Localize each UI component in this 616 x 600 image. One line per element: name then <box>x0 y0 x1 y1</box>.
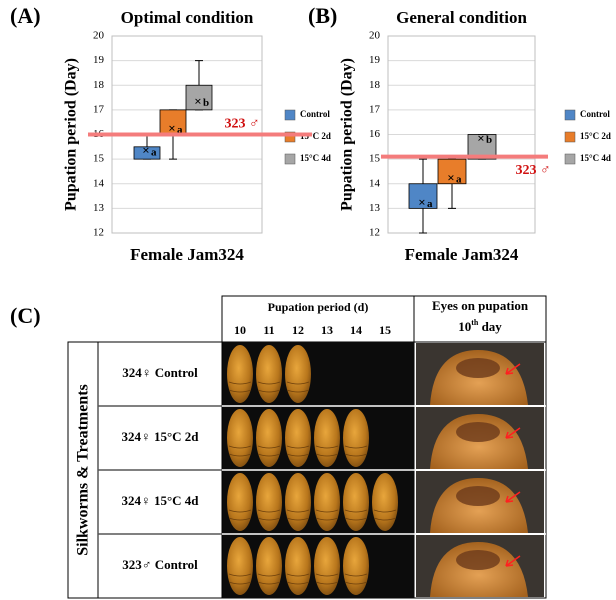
row-label: 324♀ Control <box>122 365 198 380</box>
y-tick-label: 19 <box>369 54 381 66</box>
pupa <box>227 537 253 595</box>
y-tick-label: 20 <box>93 30 105 42</box>
group-letter: a <box>456 173 462 185</box>
pupa <box>227 473 253 531</box>
x-axis-label: Female Jam324 <box>130 245 244 264</box>
pupa <box>285 537 311 595</box>
y-tick-label: 15 <box>93 153 105 165</box>
row-label: 324♀ 15°C 2d <box>121 429 199 444</box>
eyes-title: Eyes on pupation <box>432 298 529 313</box>
pupa <box>285 473 311 531</box>
figure: (C) Pupation period (d) Eyes on pupation… <box>0 0 616 600</box>
column-label: 12 <box>292 323 304 337</box>
pupa <box>227 345 253 403</box>
y-tick-label: 18 <box>93 79 105 91</box>
eyes-unit: day <box>478 319 502 334</box>
chart-title: General condition <box>396 8 527 27</box>
x-axis-label: Female Jam324 <box>405 245 519 264</box>
panel-label: (B) <box>308 3 337 28</box>
y-tick-label: 12 <box>369 227 380 239</box>
group-letter: b <box>203 97 209 109</box>
panel-c: (C) Pupation period (d) Eyes on pupation… <box>10 296 546 598</box>
pupa <box>256 537 282 595</box>
pupa <box>314 409 340 467</box>
y-axis-label: Pupation period (Day) <box>63 58 80 211</box>
pupa <box>343 537 369 595</box>
pupa <box>343 409 369 467</box>
legend-label: 15°C 4d <box>580 153 611 163</box>
mean-marker: × <box>418 194 425 209</box>
mean-marker: × <box>447 170 454 185</box>
y-tick-label: 16 <box>369 128 381 140</box>
pupa <box>227 409 253 467</box>
reference-label: 323 ♂ <box>225 117 260 132</box>
row-label: 323♂ Control <box>122 557 198 572</box>
y-tick-label: 19 <box>93 54 105 66</box>
y-tick-label: 15 <box>369 153 381 165</box>
pupa <box>285 409 311 467</box>
row-header: Silkworms & Treatments <box>75 384 92 556</box>
y-tick-label: 13 <box>93 202 105 214</box>
pupa <box>256 345 282 403</box>
period-title: Pupation period (d) <box>268 300 369 314</box>
pupa <box>343 473 369 531</box>
reference-label: 323 ♂ <box>516 163 551 178</box>
legend-label: Control <box>300 109 330 119</box>
column-label: 15 <box>379 323 391 337</box>
legend-label: Control <box>580 109 610 119</box>
eye <box>456 422 500 442</box>
y-tick-label: 14 <box>93 177 105 189</box>
y-axis-label: Pupation period (Day) <box>339 58 356 211</box>
chart-title: Optimal condition <box>121 8 254 27</box>
group-letter: a <box>151 146 157 158</box>
mean-marker: × <box>194 93 201 108</box>
mean-marker: × <box>477 130 484 145</box>
pupa <box>285 345 311 403</box>
y-tick-label: 17 <box>93 103 105 115</box>
legend-swatch <box>565 154 575 164</box>
legend-swatch <box>565 110 575 120</box>
column-label: 10 <box>234 323 246 337</box>
group-letter: a <box>427 198 433 210</box>
legend-label: 15°C 2d <box>580 131 611 141</box>
y-tick-label: 13 <box>369 202 381 214</box>
pupa <box>314 537 340 595</box>
eyes-subtitle: 10th day <box>458 318 502 334</box>
legend-swatch <box>285 154 295 164</box>
y-tick-label: 17 <box>369 103 381 115</box>
pupa <box>256 409 282 467</box>
column-label: 14 <box>350 323 362 337</box>
eye <box>456 486 500 506</box>
pupa <box>256 473 282 531</box>
pupa <box>314 473 340 531</box>
y-tick-label: 12 <box>93 227 104 239</box>
group-letter: b <box>486 134 492 146</box>
eyes-day: 10 <box>458 319 471 334</box>
eye <box>456 550 500 570</box>
column-label: 11 <box>263 323 274 337</box>
column-label: 13 <box>321 323 333 337</box>
legend-swatch <box>285 110 295 120</box>
y-tick-label: 14 <box>369 177 381 189</box>
eye <box>456 358 500 378</box>
pupa <box>372 473 398 531</box>
mean-marker: × <box>142 143 149 158</box>
panel-label: (C) <box>10 303 41 328</box>
y-tick-label: 20 <box>369 30 381 42</box>
y-tick-label: 18 <box>369 79 381 91</box>
panel-label: (A) <box>10 3 41 28</box>
legend-label: 15°C 4d <box>300 153 331 163</box>
row-label: 324♀ 15°C 4d <box>121 493 199 508</box>
legend-swatch <box>565 132 575 142</box>
